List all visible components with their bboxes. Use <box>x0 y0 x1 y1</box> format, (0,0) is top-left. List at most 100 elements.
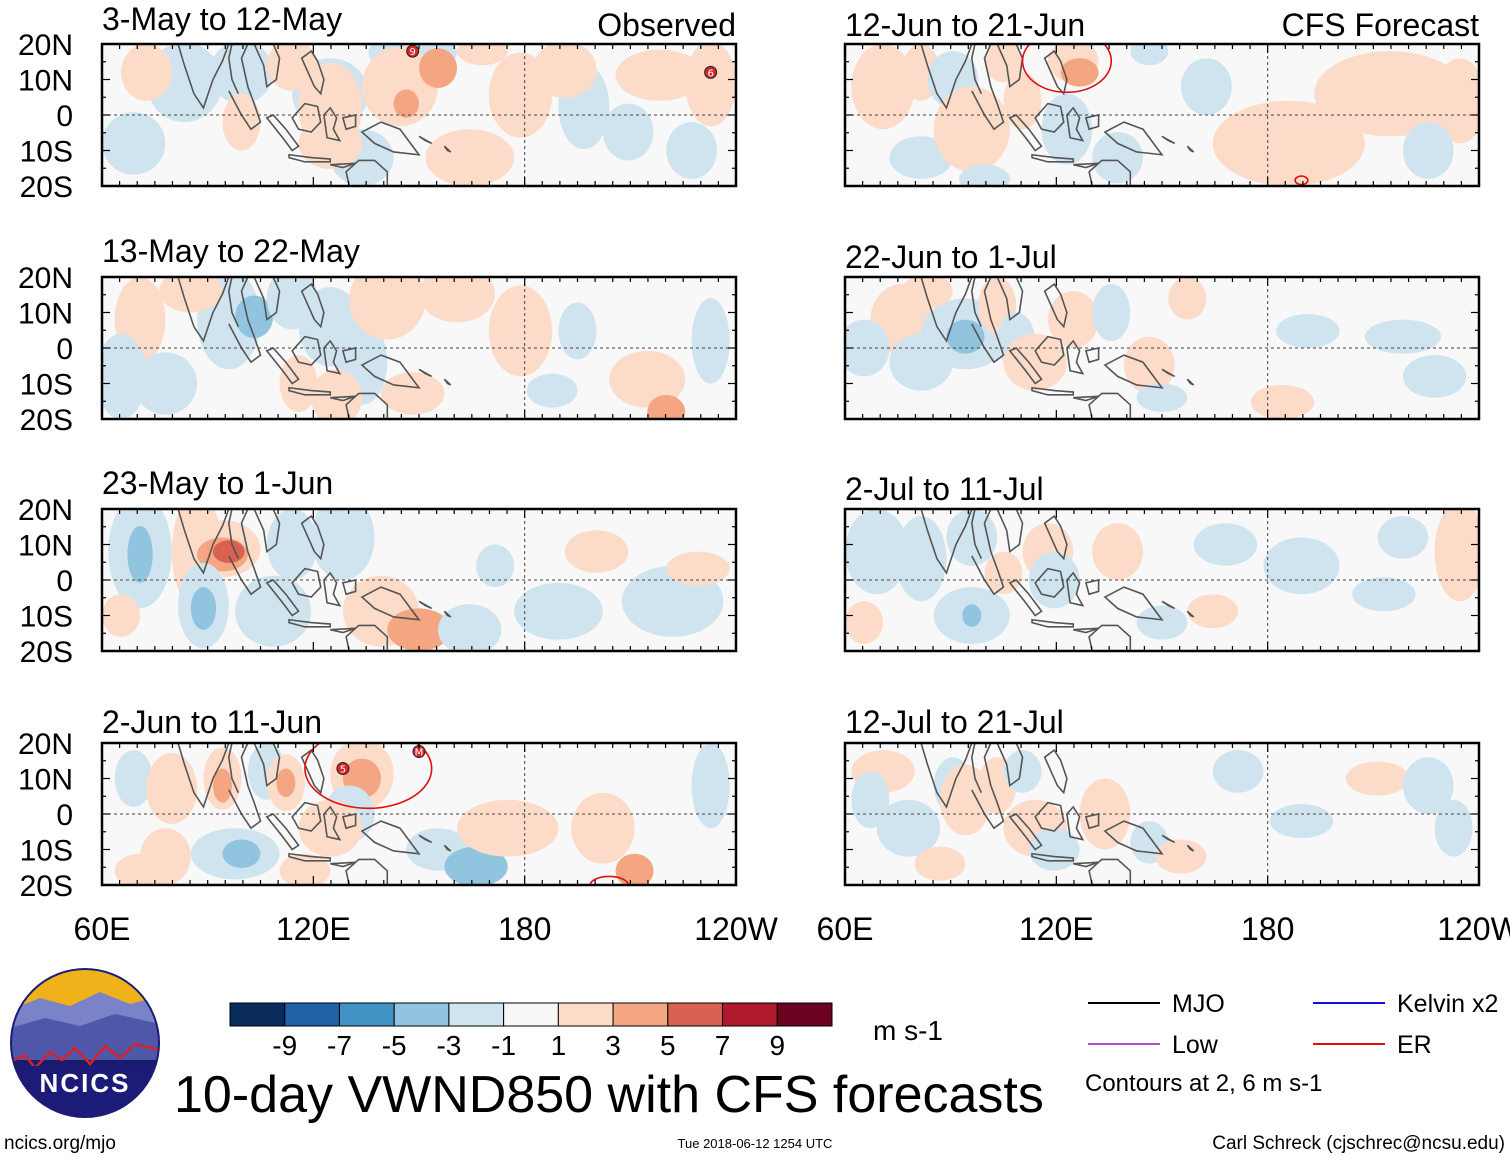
anomaly-blob <box>946 319 985 354</box>
latitude-label: 10N <box>18 764 73 797</box>
anomaly-blob <box>691 298 730 384</box>
colorbar-swatch <box>776 1002 833 1027</box>
anomaly-blob <box>146 752 198 824</box>
anomaly-blob <box>558 302 597 360</box>
anomaly-blob <box>564 530 629 573</box>
latitude-label: 10N <box>18 65 73 98</box>
anomaly-blob <box>209 44 274 104</box>
anomaly-blob <box>1136 383 1188 412</box>
anomaly-blob <box>647 394 686 419</box>
anomaly-field <box>845 44 1479 186</box>
latitude-label: 0 <box>56 100 73 133</box>
coastline <box>921 277 1194 419</box>
anomaly-blob <box>488 285 553 377</box>
anomaly-blob <box>933 86 1010 172</box>
legend-label: Kelvin x2 <box>1397 990 1498 1018</box>
colorbar-label: 5 <box>660 1030 676 1061</box>
panel-title: 3-May to 12-May <box>102 1 342 37</box>
anomaly-field <box>845 743 1479 885</box>
colorbar-swatch <box>448 1002 505 1027</box>
anomaly-blob <box>851 771 890 829</box>
coastline <box>921 743 1194 885</box>
coastline <box>178 509 451 651</box>
er-contour <box>1294 175 1309 186</box>
anomaly-blob <box>114 853 166 885</box>
panel-title: 13-May to 22-May <box>102 233 360 269</box>
figure-title: 10-day VWND850 with CFS forecasts <box>174 1066 1044 1124</box>
anomaly-blob <box>845 509 909 595</box>
anomaly-blob <box>1130 44 1169 66</box>
anomaly-blob <box>212 768 232 803</box>
anomaly-blob <box>222 839 261 868</box>
longitude-label: 60E <box>817 911 874 947</box>
svg-text:6: 6 <box>707 68 713 79</box>
anomaly-blob <box>959 164 1010 186</box>
anomaly-field: 96 <box>102 44 736 186</box>
latitude-label: 20N <box>18 728 73 761</box>
anomaly-blob <box>361 46 439 127</box>
panel-title: 2-Jun to 11-Jun <box>102 704 322 740</box>
latitude-label: 10N <box>18 530 73 563</box>
coastline <box>921 44 1194 186</box>
anomaly-blob <box>311 509 375 580</box>
anomaly-blob <box>457 44 508 66</box>
er-contour <box>304 743 433 810</box>
anomaly-blob <box>1263 537 1340 595</box>
anomaly-blob <box>121 44 172 101</box>
anomaly-blob <box>1345 761 1410 796</box>
anomaly-blob <box>1276 313 1340 348</box>
anomaly-blob <box>845 601 884 644</box>
colorbar-swatch <box>612 1002 669 1027</box>
anomaly-blob <box>889 136 953 179</box>
anomaly-blob <box>159 277 223 313</box>
anomaly-blob <box>1434 799 1473 857</box>
anomaly-blob <box>666 122 717 179</box>
anomaly-blob <box>222 93 261 151</box>
svg-text:9: 9 <box>409 47 415 58</box>
anomaly-blob <box>1003 750 1042 793</box>
footer-website[interactable]: ncics.org/mjo <box>4 1133 116 1154</box>
anomaly-blob <box>114 750 153 807</box>
anomaly-blob <box>419 277 496 323</box>
longitude-label: 120W <box>694 911 778 947</box>
colorbar-swatch <box>229 1002 286 1027</box>
latitude-label: 20N <box>18 262 73 295</box>
latitude-label: 20S <box>20 870 73 903</box>
latitude-label: 20S <box>20 636 73 669</box>
latitude-label: 20S <box>20 404 73 437</box>
coastline <box>178 743 451 885</box>
anomaly-blob <box>1168 277 1207 320</box>
colorbar-label: 9 <box>769 1030 785 1061</box>
anomaly-blob <box>102 112 166 175</box>
er-contour <box>1021 44 1113 94</box>
colorbar-swatch <box>557 1002 614 1027</box>
coastline <box>178 277 451 419</box>
longitude-label: 180 <box>1241 911 1294 947</box>
anomaly-blob <box>276 768 296 797</box>
anomaly-blob <box>1092 132 1143 184</box>
panel-title: 23-May to 1-Jun <box>102 465 333 501</box>
anomaly-blob <box>1092 284 1131 341</box>
anomaly-blob <box>1364 319 1441 354</box>
anomaly-blob <box>425 129 515 186</box>
anomaly-blob <box>602 103 654 161</box>
tropical-cyclone-marker: 6 <box>704 65 718 79</box>
latitude-label: 10S <box>20 601 73 634</box>
anomaly-blob <box>685 44 736 127</box>
colorbar-swatch <box>722 1002 778 1027</box>
legend-label: MJO <box>1172 990 1225 1018</box>
legend-note: Contours at 2, 6 m s-1 <box>1085 1070 1322 1097</box>
longitude-label: 60E <box>74 911 131 947</box>
anomaly-blob <box>279 853 331 885</box>
anomaly-blob <box>1181 58 1232 115</box>
tropical-cyclone-marker: 5 <box>336 762 350 776</box>
anomaly-blob <box>1047 291 1099 348</box>
anomaly-blob <box>962 604 982 627</box>
anomaly-blob <box>419 48 458 89</box>
anomaly-blob <box>615 853 654 885</box>
anomaly-blob <box>1193 523 1258 566</box>
longitude-label: 180 <box>498 911 551 947</box>
panel-fc-4: 12-Jul to 21-Jul <box>843 704 1481 887</box>
